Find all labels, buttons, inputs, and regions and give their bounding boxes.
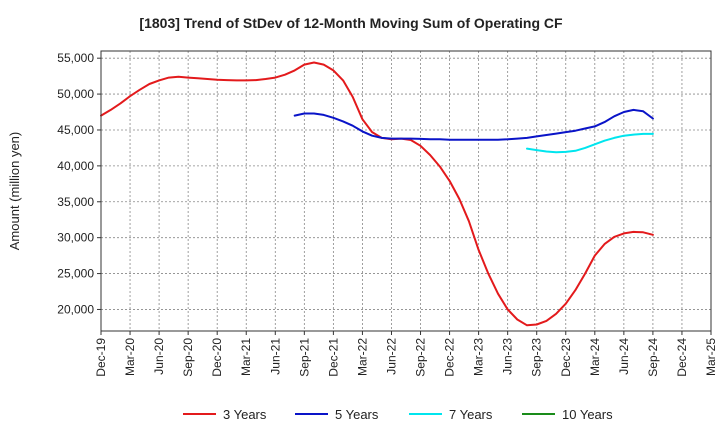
x-tick-label: Dec-19 [94,338,108,377]
y-axis-label: Amount (million yen) [7,132,22,251]
legend-label-10-years: 10 Years [562,407,613,422]
y-tick-label: 45,000 [57,123,94,137]
x-tick-label: Mar-25 [704,338,718,376]
x-tick-label: Sep-23 [530,338,544,377]
plot-area [101,51,711,331]
series-line-7-years [526,132,654,154]
x-tick-label: Jun-20 [152,338,166,375]
x-tick-label: Dec-22 [443,338,457,377]
x-tick-label: Dec-23 [559,338,573,377]
x-tick-label: Jun-22 [384,338,398,375]
series-line-5-years [293,108,654,141]
x-tick-label: Mar-20 [123,338,137,376]
x-tick-label: Mar-23 [472,338,486,376]
x-tick-label: Jun-24 [617,338,631,375]
plot-layer [100,61,654,327]
x-tick-label: Dec-24 [675,338,689,377]
plot-frame [100,50,712,332]
x-tick-label: Sep-20 [181,338,195,377]
y-tick-label: 25,000 [57,267,94,281]
x-tick-label: Mar-24 [588,338,602,376]
legend-label-5-years: 5 Years [335,407,379,422]
grid-layer [101,51,711,331]
x-tick-label: Sep-24 [646,338,660,377]
y-tick-label: 30,000 [57,231,94,245]
y-tick-label: 55,000 [57,51,94,65]
chart-title: [1803] Trend of StDev of 12-Month Moving… [139,15,563,31]
series-line-3-years [100,61,654,327]
y-tick-label: 35,000 [57,195,94,209]
x-tick-label: Dec-20 [210,338,224,377]
y-tick-label: 50,000 [57,87,94,101]
legend-label-7-years: 7 Years [449,407,493,422]
axis-layer: Dec-19 Mar-20 Jun-20 Sep-20 Dec-20 Mar-21 Jun-… [57,50,718,377]
x-tick-label: Jun-21 [268,338,282,375]
x-tick-label: Mar-21 [239,338,253,376]
x-tick-label: Dec-21 [326,338,340,377]
legend-label-3-years: 3 Years [223,407,267,422]
x-tick-label: Sep-21 [297,338,311,377]
y-tick-label: 20,000 [57,302,94,316]
x-tick-label: Mar-22 [355,338,369,376]
x-tick-label: Jun-23 [501,338,515,375]
legend: 3 Years 5 Years 7 Years 10 Years [183,407,613,422]
x-tick-label: Sep-22 [414,338,428,377]
y-tick-label: 40,000 [57,159,94,173]
